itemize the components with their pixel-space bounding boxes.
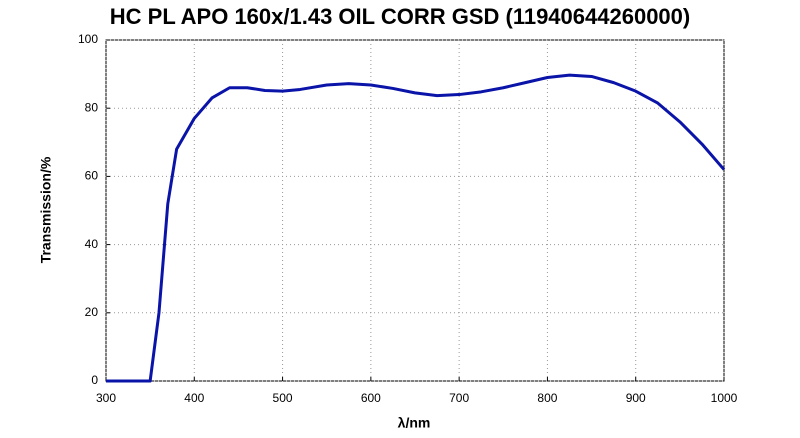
y-tick-label: 80 — [85, 100, 99, 114]
y-axis-label: Transmission/% — [38, 156, 54, 263]
data-line — [106, 73, 726, 383]
x-tick-label: 900 — [626, 391, 646, 405]
x-tick-label: 1000 — [711, 391, 738, 405]
x-axis-label: λ/nm — [398, 415, 431, 431]
y-tick-label: 20 — [85, 305, 99, 319]
chart-title: HC PL APO 160x/1.43 OIL CORR GSD (119406… — [110, 4, 690, 29]
x-tick-label: 700 — [449, 391, 469, 405]
x-tick-label: 300 — [96, 391, 116, 405]
plot-frame — [105, 39, 725, 382]
y-tick-label: 100 — [78, 32, 98, 46]
x-tick-label: 800 — [537, 391, 557, 405]
y-tick-label: 60 — [85, 169, 99, 183]
x-tick-label: 600 — [361, 391, 381, 405]
x-tick-label: 400 — [184, 391, 204, 405]
y-tick-label: 40 — [85, 237, 99, 251]
y-tick-label: 0 — [91, 373, 98, 387]
x-tick-label: 500 — [273, 391, 293, 405]
